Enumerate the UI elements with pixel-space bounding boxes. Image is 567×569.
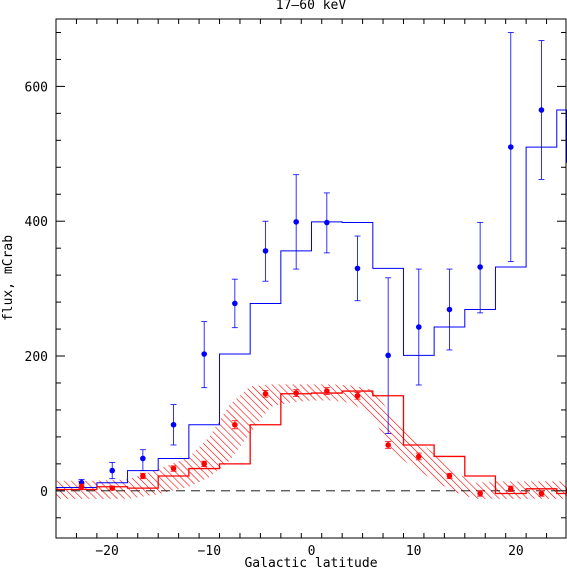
blue-data-point: [262, 248, 269, 254]
x-tick-label: 10: [406, 544, 422, 559]
red-data-point: [109, 485, 116, 491]
blue-data-point: [354, 265, 361, 272]
blue-data-point: [385, 352, 391, 359]
red-data-point: [201, 461, 207, 467]
x-axis-title: Galactic latitude: [244, 556, 377, 569]
red-data-point: [477, 490, 483, 497]
red-data-point: [140, 473, 146, 479]
red-data-point: [416, 453, 422, 460]
red-data-point: [262, 390, 269, 397]
uncertainty-band-area: [56, 384, 567, 499]
red-series-step-line: [56, 390, 567, 495]
x-tick-label: −20: [95, 544, 118, 559]
x-tick-label: −10: [198, 544, 221, 559]
red-data-point: [538, 490, 545, 497]
series-layer: [56, 32, 567, 497]
blue-data-point: [140, 455, 146, 462]
blue-series-step-line: [56, 109, 567, 488]
red-data-point: [354, 392, 361, 399]
plot-frame-layer: [55, 18, 567, 539]
y-tick-label: 600: [25, 80, 48, 95]
blue-data-point: [416, 324, 422, 330]
red-data-point: [507, 485, 514, 492]
y-tick-label: 0: [40, 485, 48, 500]
blue-data-point: [477, 264, 483, 270]
x-tick-label: 20: [508, 544, 524, 559]
blue-data-point: [446, 306, 453, 313]
red-data-point: [446, 473, 453, 479]
y-tick-label: 400: [25, 215, 48, 230]
red-uncertainty-band: [56, 384, 567, 499]
chart-title: 17–60 keV: [276, 0, 347, 13]
blue-data-point: [324, 219, 330, 226]
plot-frame: [55, 18, 567, 539]
blue-data-point: [293, 219, 299, 225]
red-data-point: [293, 390, 299, 396]
red-data-point: [385, 442, 391, 448]
blue-data-point: [170, 421, 177, 428]
red-data-point: [78, 483, 85, 490]
x-tick-label: 0: [308, 544, 316, 559]
red-data-point: [324, 388, 330, 394]
y-tick-label: 200: [25, 350, 48, 365]
blue-data-point: [109, 467, 116, 474]
blue-data-point: [201, 351, 207, 357]
red-data-point: [170, 465, 177, 472]
red-data-point: [232, 421, 238, 428]
blue-data-point: [507, 144, 514, 150]
y-axis-title: flux, mCrab: [1, 235, 16, 321]
blue-data-point: [538, 107, 545, 113]
blue-data-point: [232, 300, 238, 307]
